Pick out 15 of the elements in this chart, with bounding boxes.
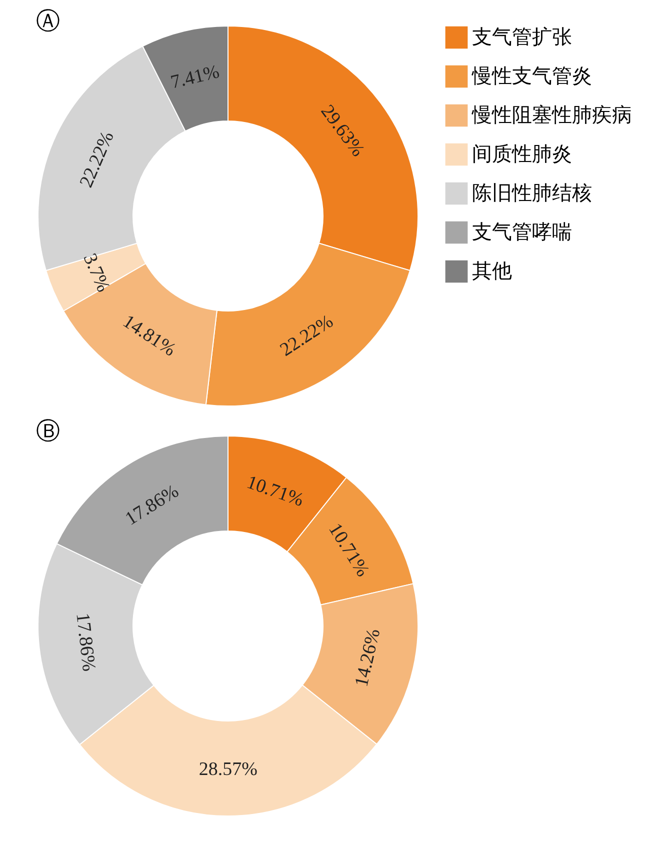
- legend-label: 慢性阻塞性肺疾病: [471, 104, 632, 126]
- legend-label: 间质性肺炎: [472, 144, 572, 166]
- legend-label: 支气管扩张: [472, 26, 572, 48]
- legend-label: 其他: [472, 260, 512, 282]
- data-label: 14.26%: [351, 626, 385, 689]
- legend-label: 支气管哮喘: [472, 222, 572, 244]
- data-label: 7.41%: [168, 61, 222, 94]
- data-label: 10.71%: [244, 472, 306, 512]
- data-label: 28.57%: [198, 758, 258, 780]
- legend-label: 陈旧性肺结核: [472, 182, 592, 204]
- chart-title: Ⓐ: [36, 9, 60, 35]
- data-label: 3.7%: [78, 250, 114, 296]
- legend-label: 慢性支气管炎: [471, 66, 592, 88]
- chart-title: Ⓑ: [36, 419, 60, 445]
- data-label: 17.86%: [72, 612, 100, 673]
